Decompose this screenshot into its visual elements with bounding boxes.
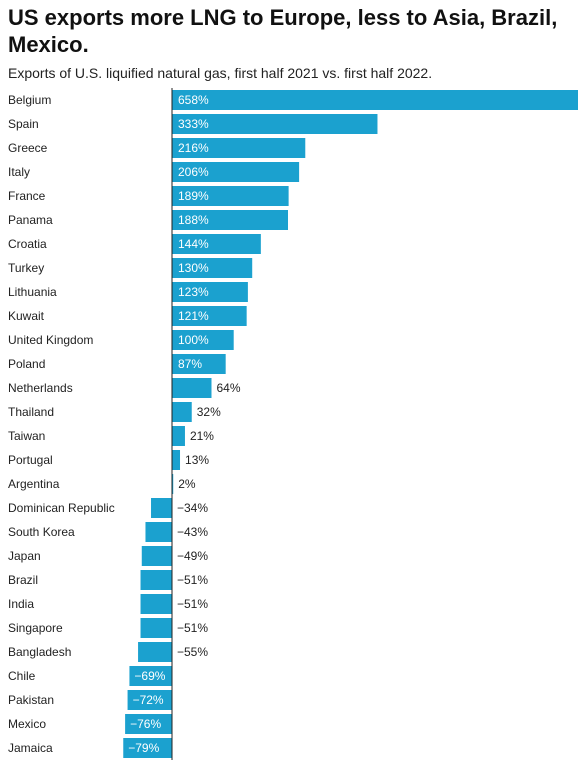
bar-15 [172, 450, 181, 470]
category-label: Bangladesh [8, 645, 71, 659]
bar-16 [172, 474, 174, 494]
data-label: 188% [178, 213, 209, 227]
bar-20 [140, 570, 172, 590]
data-label: 189% [178, 189, 209, 203]
chart-subtitle: Exports of U.S. liquified natural gas, f… [8, 65, 433, 81]
data-label: −51% [177, 597, 208, 611]
bar-27 [123, 738, 172, 758]
data-label: 333% [178, 117, 209, 131]
data-label: −43% [177, 525, 208, 539]
bar-26 [125, 714, 172, 734]
bar-12 [172, 378, 212, 398]
bar-8 [172, 282, 248, 302]
data-label: 13% [185, 453, 209, 467]
bar-18 [145, 522, 172, 542]
bar-1 [172, 114, 378, 134]
bar-25 [127, 690, 172, 710]
data-label: 206% [178, 165, 209, 179]
category-label: Pakistan [8, 693, 54, 707]
data-label: 2% [178, 477, 196, 491]
category-label: Lithuania [8, 285, 57, 299]
bar-17 [151, 498, 172, 518]
category-label: Italy [8, 165, 30, 179]
category-label: Dominican Republic [8, 501, 115, 515]
bar-chart: Belgium 658% Spain 333% Greece 216% Italy 206% F… [8, 88, 578, 760]
category-label: France [8, 189, 46, 203]
category-label: South Korea [8, 525, 75, 539]
data-label: 21% [190, 429, 214, 443]
data-label: 87% [178, 357, 202, 371]
category-label: Panama [8, 213, 53, 227]
data-label: 216% [178, 141, 209, 155]
data-label: −79% [128, 741, 159, 755]
bar-10 [172, 330, 234, 350]
bar-14 [172, 426, 185, 446]
bar-21 [140, 594, 172, 614]
category-label: Argentina [8, 477, 60, 491]
bar-5 [172, 210, 288, 230]
bar-3 [172, 162, 300, 182]
category-label: Netherlands [8, 381, 73, 395]
bar-23 [138, 642, 172, 662]
category-label: India [8, 597, 34, 611]
data-label: −76% [130, 717, 161, 731]
data-label: 121% [178, 309, 209, 323]
data-label: −51% [177, 573, 208, 587]
category-label: Brazil [8, 573, 38, 587]
bar-0 [172, 90, 578, 110]
category-label: Mexico [8, 717, 46, 731]
category-label: Turkey [8, 261, 44, 275]
data-label: 658% [178, 93, 209, 107]
data-label: 123% [178, 285, 209, 299]
category-label: United Kingdom [8, 333, 93, 347]
category-label: Spain [8, 117, 39, 131]
bar-7 [172, 258, 253, 278]
category-label: Chile [8, 669, 36, 683]
data-label: −51% [177, 621, 208, 635]
category-label: Jamaica [8, 741, 53, 755]
category-label: Croatia [8, 237, 47, 251]
data-label: 144% [178, 237, 209, 251]
data-label: 130% [178, 261, 209, 275]
bar-9 [172, 306, 247, 326]
data-label: −34% [177, 501, 208, 515]
data-label: −49% [177, 549, 208, 563]
data-label: −55% [177, 645, 208, 659]
category-label: Kuwait [8, 309, 45, 323]
bar-22 [140, 618, 172, 638]
bar-13 [172, 402, 192, 422]
data-label: −69% [134, 669, 165, 683]
chart-title: US exports more LNG to Europe, less to A… [8, 5, 558, 57]
category-label: Portugal [8, 453, 53, 467]
bar-19 [141, 546, 172, 566]
data-label: −72% [133, 693, 164, 707]
category-label: Belgium [8, 93, 51, 107]
data-label: 64% [216, 381, 240, 395]
data-label: 100% [178, 333, 209, 347]
bar-6 [172, 234, 261, 254]
bar-4 [172, 186, 289, 206]
bar-24 [129, 666, 172, 686]
category-label: Thailand [8, 405, 54, 419]
category-label: Singapore [8, 621, 63, 635]
category-label: Greece [8, 141, 48, 155]
bar-2 [172, 138, 306, 158]
category-label: Poland [8, 357, 45, 371]
data-label: 32% [197, 405, 221, 419]
bar-11 [172, 354, 226, 374]
category-label: Japan [8, 549, 41, 563]
category-label: Taiwan [8, 429, 45, 443]
